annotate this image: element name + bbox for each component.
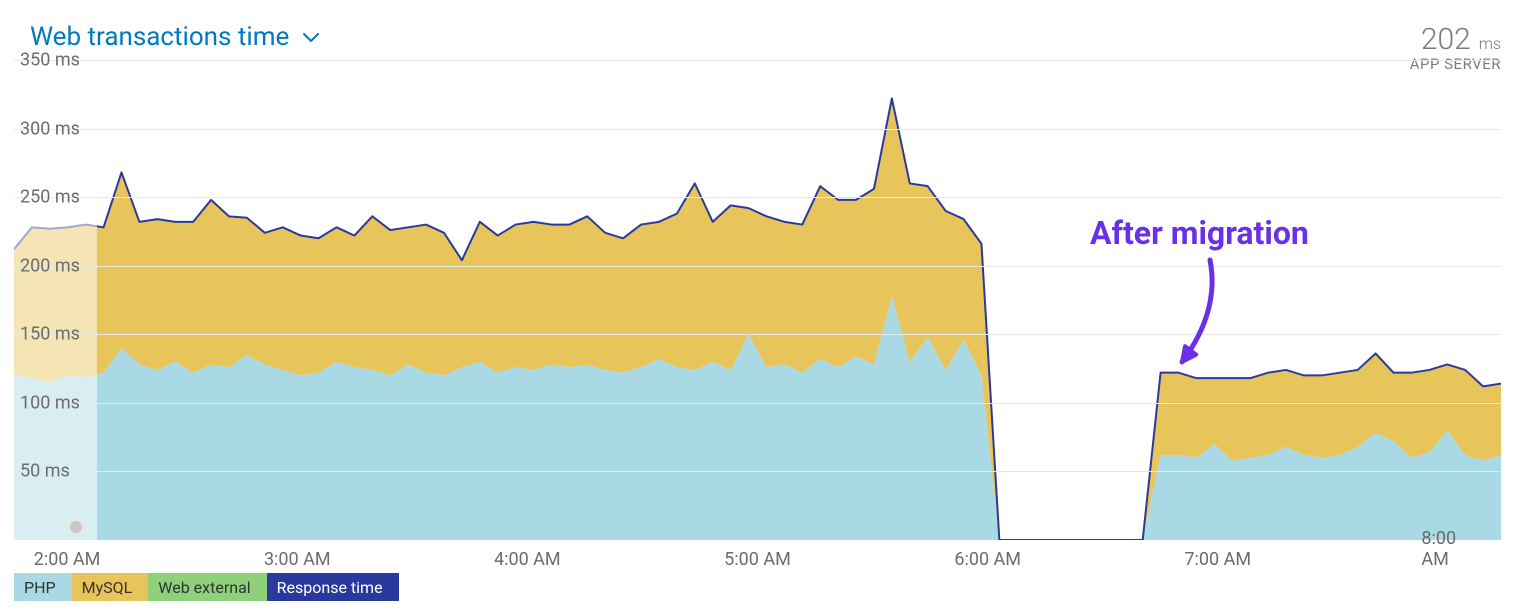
y-axis-label: 100 ms	[20, 392, 80, 413]
legend-item[interactable]: MySQL	[72, 573, 149, 601]
metric-value: 202	[1421, 22, 1471, 57]
y-axis-label: 350 ms	[20, 50, 80, 71]
x-axis-label: 5:00 AM	[724, 549, 791, 570]
gridline	[14, 403, 1501, 404]
y-axis-label: 150 ms	[20, 324, 80, 345]
x-axis-label: 6:00 AM	[954, 549, 1021, 570]
gridline	[14, 60, 1501, 61]
legend: PHPMySQLWeb externalResponse time	[14, 573, 399, 601]
metric-unit: ms	[1479, 34, 1501, 53]
legend-item[interactable]: Response time	[267, 573, 399, 601]
gridline	[14, 197, 1501, 198]
x-axis-label: 3:00 AM	[264, 549, 331, 570]
chart-title: Web transactions time	[30, 22, 289, 52]
legend-item[interactable]: PHP	[14, 573, 72, 601]
y-axis-label: 50 ms	[20, 461, 70, 482]
gridline	[14, 129, 1501, 130]
chart-area[interactable]: 50 ms100 ms150 ms200 ms250 ms300 ms350 m…	[14, 60, 1501, 540]
x-axis-label: 8:00 AM	[1421, 528, 1474, 570]
gridline	[14, 266, 1501, 267]
gridline	[14, 334, 1501, 335]
y-axis-label: 200 ms	[20, 255, 80, 276]
chart-plot-svg	[14, 60, 1501, 540]
chevron-down-icon	[303, 28, 319, 47]
y-axis-label: 300 ms	[20, 118, 80, 139]
x-axis-label: 4:00 AM	[494, 549, 561, 570]
x-axis-label: 2:00 AM	[34, 549, 101, 570]
x-axis-label: 7:00 AM	[1184, 549, 1251, 570]
chart-title-dropdown[interactable]: Web transactions time	[30, 22, 319, 52]
y-axis-label: 250 ms	[20, 187, 80, 208]
gridline	[14, 471, 1501, 472]
legend-item[interactable]: Web external	[148, 573, 266, 601]
